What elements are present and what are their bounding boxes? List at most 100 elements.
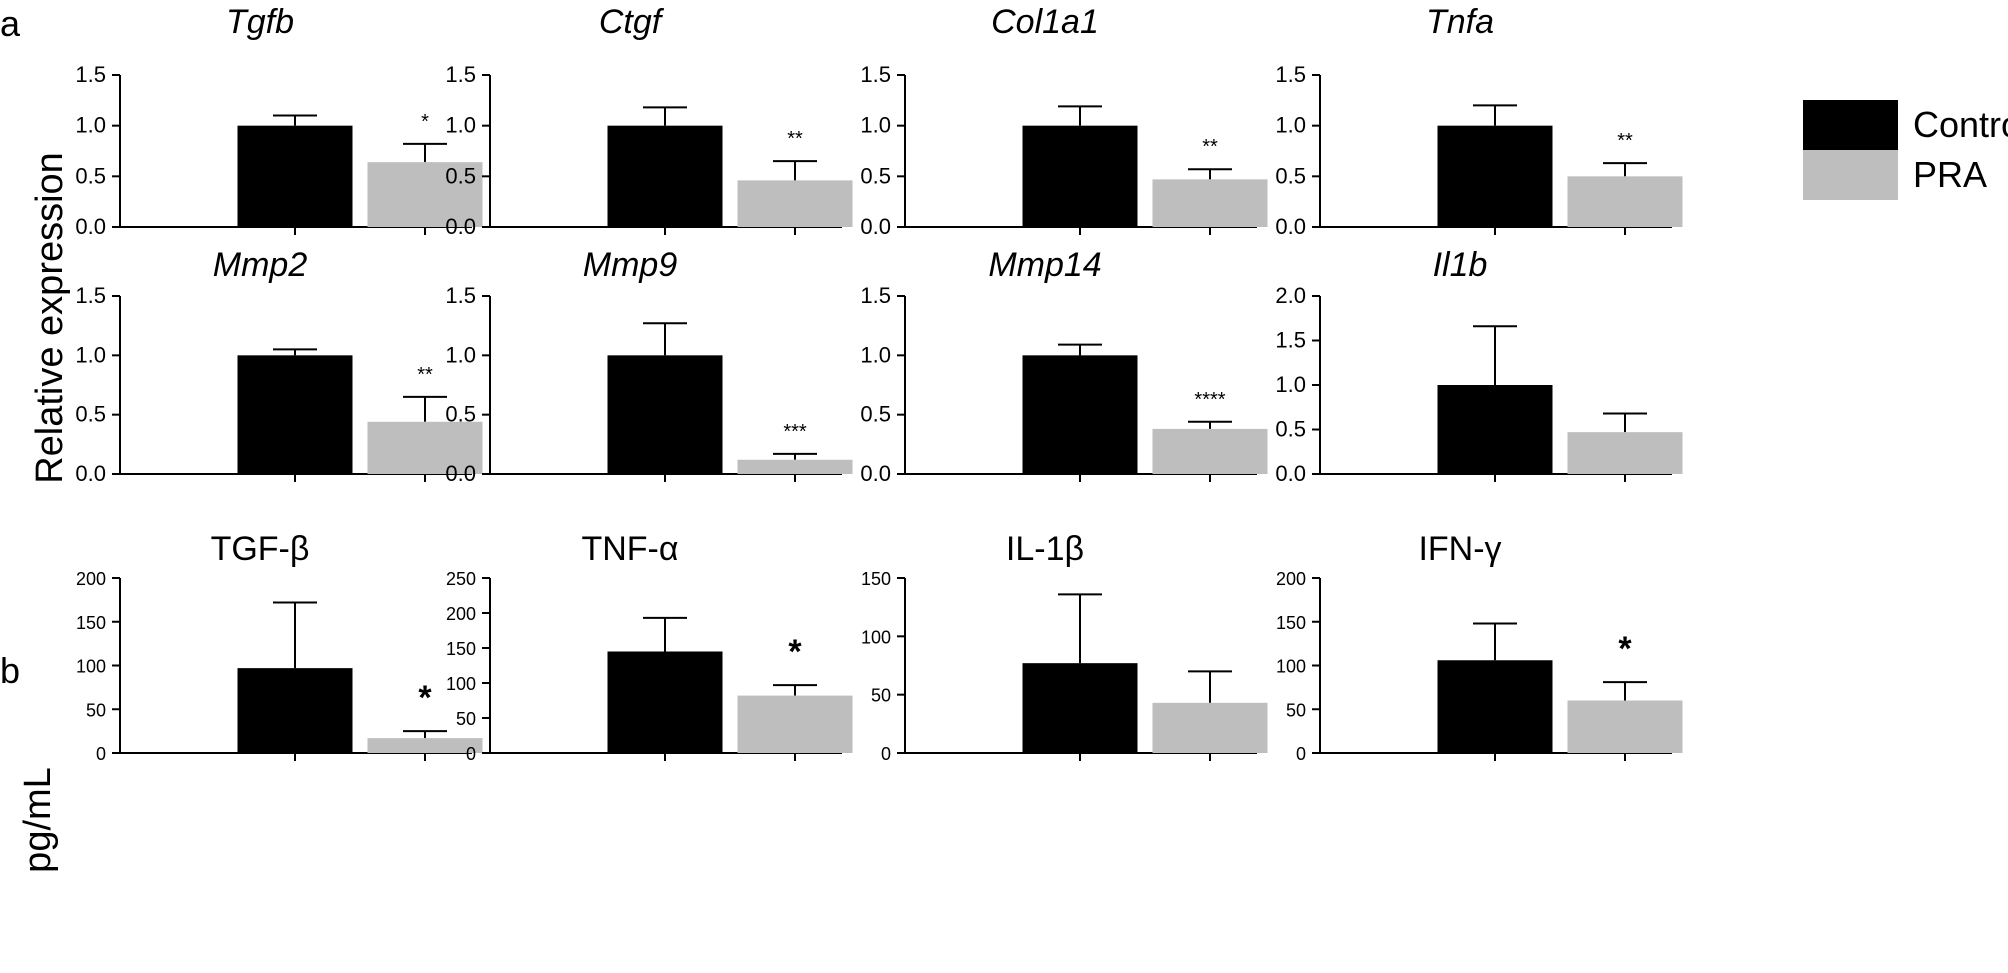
significance-mmp14-pra: ****	[1194, 389, 1225, 411]
y-tick-label-tgf-0: 0	[96, 744, 106, 764]
bar-mmp14-pra	[1152, 428, 1268, 474]
chart-title-ifn: IFN-γ	[1418, 530, 1501, 568]
y-tick-label-mmp14-1: 0.5	[860, 402, 891, 427]
y-tick-label-col1a1-0: 0.0	[860, 214, 891, 239]
chart-title-il1b: Il1b	[1433, 246, 1488, 284]
y-tick-label-tnf-3: 150	[446, 639, 476, 659]
bar-ctgf-pra	[737, 180, 853, 227]
bar-il-1-control	[1022, 663, 1138, 753]
legend-swatch-control	[1803, 100, 1898, 150]
y-tick-label-ctgf-1: 0.5	[445, 163, 476, 188]
y-tick-label-il-1-0: 0	[881, 744, 891, 764]
y-axis-label-b: pg/mL	[17, 767, 59, 873]
significance-ifn-pra: *	[1618, 630, 1632, 668]
bar-col1a1-pra	[1152, 179, 1268, 227]
significance-tgf-pra: *	[418, 679, 432, 717]
y-tick-label-col1a1-3: 1.5	[860, 62, 891, 87]
chart-tgfb: Tgfb 0.0 0.5 1.0 1.5 *	[75, 3, 483, 239]
y-tick-label-tnfa-3: 1.5	[1275, 62, 1306, 87]
y-tick-label-tgfb-1: 0.5	[75, 163, 106, 188]
y-tick-label-mmp9-3: 1.5	[445, 283, 476, 308]
y-tick-label-il1b-2: 1.0	[1275, 372, 1306, 397]
y-tick-label-tnfa-1: 0.5	[1275, 163, 1306, 188]
y-tick-label-tnfa-0: 0.0	[1275, 214, 1306, 239]
bar-mmp2-control	[237, 355, 353, 474]
y-tick-label-tgf-4: 200	[76, 569, 106, 589]
significance-mmp9-pra: ***	[783, 421, 807, 443]
panel-label-a: a	[0, 3, 21, 44]
y-tick-label-ctgf-3: 1.5	[445, 62, 476, 87]
chart-title-tgf: TGF-β	[211, 530, 310, 568]
bar-tgfb-control	[237, 125, 353, 227]
y-tick-label-tnfa-2: 1.0	[1275, 113, 1306, 138]
y-tick-label-col1a1-2: 1.0	[860, 113, 891, 138]
significance-tnfa-pra: **	[1617, 130, 1633, 152]
y-tick-label-mmp2-2: 1.0	[75, 342, 106, 367]
chart-tnfa: Tnfa 0.0 0.5 1.0 1.5 **	[1275, 3, 1683, 239]
bar-tgfb-pra	[367, 162, 483, 227]
legend-label-control: Control	[1913, 104, 2008, 145]
y-tick-label-ctgf-0: 0.0	[445, 214, 476, 239]
bar-tnfa-control	[1437, 125, 1553, 227]
bar-tnf-control	[607, 651, 723, 753]
y-tick-label-tgfb-2: 1.0	[75, 113, 106, 138]
chart-title-mmp2: Mmp2	[213, 246, 308, 284]
y-tick-label-il1b-3: 1.5	[1275, 328, 1306, 353]
legend: Control PRA	[1803, 100, 2008, 200]
bar-ifn-control	[1437, 660, 1553, 753]
charts: Tgfb0.00.51.01.5*Ctgf0.00.51.01.5**Col1a…	[75, 3, 1683, 764]
significance-tgfb-pra: *	[421, 111, 429, 133]
y-tick-label-ifn-4: 200	[1276, 569, 1306, 589]
bar-ctgf-control	[607, 125, 723, 227]
significance-ctgf-pra: **	[787, 128, 803, 150]
y-tick-label-mmp2-3: 1.5	[75, 283, 106, 308]
bar-mmp9-control	[607, 355, 723, 474]
y-tick-label-mmp2-0: 0.0	[75, 461, 106, 486]
y-tick-label-ifn-1: 50	[1286, 700, 1306, 720]
bar-il1b-control	[1437, 385, 1553, 474]
chart-ctgf: Ctgf 0.0 0.5 1.0 1.5 **	[445, 3, 853, 239]
bar-il-1-pra	[1152, 702, 1268, 753]
chart-title-tgfb: Tgfb	[226, 3, 294, 41]
chart-title-tnf: TNF-α	[581, 530, 678, 568]
y-tick-label-il1b-0: 0.0	[1275, 461, 1306, 486]
chart-mmp14: Mmp14 0.0 0.5 1.0 1.5 ****	[860, 246, 1268, 486]
y-tick-label-tnf-5: 250	[446, 569, 476, 589]
chart-ifn: IFN-γ 0 50 100 150 200 *	[1276, 530, 1683, 764]
y-tick-label-mmp9-1: 0.5	[445, 402, 476, 427]
bar-mmp2-pra	[367, 421, 483, 474]
y-tick-label-il-1-3: 150	[861, 569, 891, 589]
significance-tnf-pra: *	[788, 633, 802, 671]
chart-il-1: IL-1β 0 50 100 150	[861, 530, 1268, 764]
y-tick-label-tnf-1: 50	[456, 709, 476, 729]
y-tick-label-mmp14-2: 1.0	[860, 342, 891, 367]
legend-label-pra: PRA	[1913, 154, 1987, 195]
y-tick-label-tgf-3: 150	[76, 613, 106, 633]
chart-mmp9: Mmp9 0.0 0.5 1.0 1.5 ***	[445, 246, 853, 486]
chart-title-col1a1: Col1a1	[991, 3, 1099, 41]
y-tick-label-ifn-0: 0	[1296, 744, 1306, 764]
y-tick-label-mmp9-0: 0.0	[445, 461, 476, 486]
y-tick-label-tgfb-0: 0.0	[75, 214, 106, 239]
y-tick-label-tgf-1: 50	[86, 700, 106, 720]
significance-col1a1-pra: **	[1202, 136, 1218, 158]
chart-col1a1: Col1a1 0.0 0.5 1.0 1.5 **	[860, 3, 1268, 239]
chart-title-il-1: IL-1β	[1006, 530, 1084, 568]
y-tick-label-il-1-2: 100	[861, 627, 891, 647]
chart-mmp2: Mmp2 0.0 0.5 1.0 1.5 **	[75, 246, 483, 486]
y-tick-label-ifn-3: 150	[1276, 613, 1306, 633]
y-axis-label-a: Relative expression	[29, 152, 71, 484]
y-tick-label-ifn-2: 100	[1276, 657, 1306, 677]
y-tick-label-mmp2-1: 0.5	[75, 402, 106, 427]
bar-tnf-pra	[737, 695, 853, 753]
bar-tgf-control	[237, 668, 353, 753]
y-tick-label-tnf-2: 100	[446, 674, 476, 694]
y-tick-label-tgf-2: 100	[76, 657, 106, 677]
chart-title-ctgf: Ctgf	[599, 3, 665, 41]
y-tick-label-tnf-0: 0	[466, 744, 476, 764]
bar-tgf-pra	[367, 738, 483, 753]
bar-mmp14-control	[1022, 355, 1138, 474]
y-tick-label-col1a1-1: 0.5	[860, 163, 891, 188]
y-tick-label-il1b-1: 0.5	[1275, 417, 1306, 442]
